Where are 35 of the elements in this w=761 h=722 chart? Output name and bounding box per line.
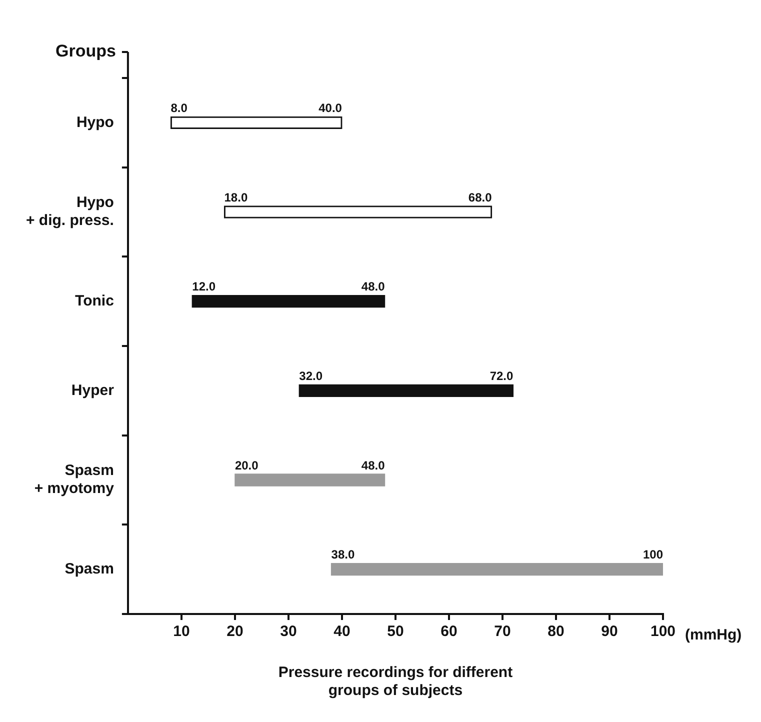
bar [234, 474, 386, 486]
annotation: 32.0 [299, 368, 323, 383]
x-tick-label: 10 [173, 623, 190, 640]
annotation: 40.0 [318, 100, 342, 115]
x-tick-label: 80 [548, 623, 564, 640]
x-tick-label: 70 [494, 623, 511, 640]
bar [330, 563, 663, 576]
annotation: 18.0 [224, 190, 248, 204]
y-axis-title: Groups [55, 42, 116, 61]
bar [298, 384, 514, 397]
annotation: 12.0 [192, 280, 216, 294]
y-tick-label: Hyper [71, 382, 114, 399]
annotation: 20.0 [234, 458, 259, 472]
annotation: 38.0 [331, 548, 355, 562]
y-tick-label: Hypo + dig. press. [26, 194, 114, 230]
x-tick-label: 60 [440, 623, 458, 640]
text: (mmHg) [685, 626, 742, 644]
bar [192, 295, 386, 308]
x-tick-label: 50 [387, 623, 404, 640]
x-tick-label: 40 [334, 623, 350, 640]
y-tick-label: Spasm + myotomy [34, 462, 115, 498]
y-tick-label: Spasm [64, 560, 114, 578]
y-tick-label: Hypo [76, 114, 114, 131]
y-tick-label: Tonic [75, 292, 114, 310]
x-tick-label: 100 [650, 623, 676, 640]
x-tick-label: 30 [280, 623, 297, 640]
annotation: 8.0 [170, 100, 188, 115]
annotation: 48.0 [361, 280, 386, 294]
x-axis-title: Pressure recordings for different groups of subjects [278, 664, 513, 700]
annotation: 100 [642, 548, 664, 562]
x-tick-label: 20 [226, 623, 244, 640]
annotation: 68.0 [468, 190, 492, 204]
x-tick-label: 90 [601, 623, 618, 640]
annotation: 72.0 [490, 368, 514, 383]
annotation: 48.0 [361, 458, 386, 472]
